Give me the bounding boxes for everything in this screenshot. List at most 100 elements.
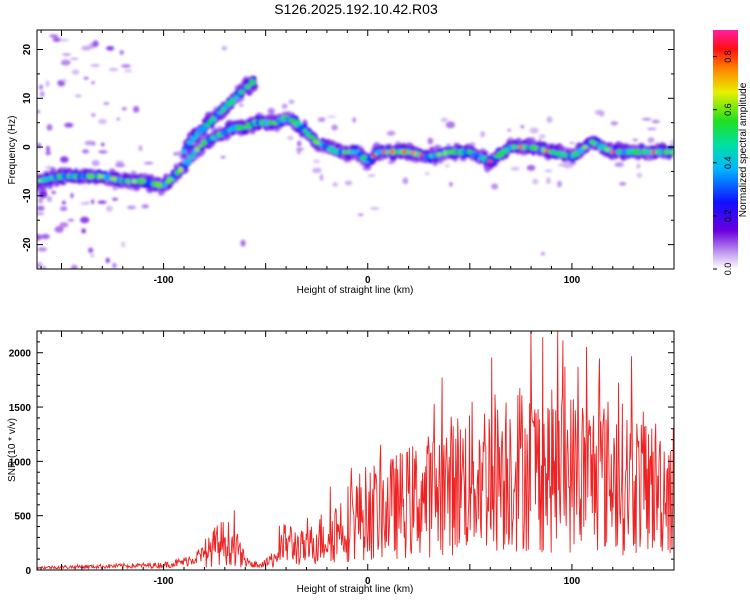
- spectral-noise-blob: [92, 40, 99, 48]
- x-tick-label: -100: [154, 576, 174, 587]
- ridge-peak: [166, 178, 173, 183]
- spectral-noise-blob: [143, 161, 154, 165]
- ridge-core: [360, 155, 368, 161]
- spectral-noise-blob: [619, 182, 627, 186]
- spectral-noise-blob: [52, 37, 62, 42]
- spectral-noise-blob: [127, 205, 136, 210]
- spectral-noise-blob: [636, 173, 643, 178]
- colorbar-ticks: 0.0 0.2 0.4 0.6 0.8: [713, 50, 733, 275]
- spectral-noise-blob: [62, 200, 66, 205]
- spectral-noise-blob: [39, 91, 45, 98]
- ridge-peak: [238, 125, 245, 130]
- spectral-noise-blob: [60, 79, 68, 82]
- ridge-peak: [487, 160, 493, 164]
- spectral-noise-blob: [81, 228, 86, 234]
- spectral-noise-blob: [51, 191, 56, 194]
- spectral-noise-blob: [317, 117, 326, 123]
- spectral-noise-blob: [106, 45, 115, 51]
- ridge-core: [541, 147, 546, 153]
- y-tick-label: 1500: [9, 403, 32, 414]
- ridge-peak: [89, 174, 96, 179]
- spectral-noise-blob: [100, 142, 105, 147]
- colorbar-tick-label: 0.4: [723, 157, 733, 170]
- ridge-core: [626, 149, 631, 155]
- spectral-noise-blob: [312, 159, 321, 164]
- spectral-noise-blob: [91, 160, 100, 167]
- spectral-noise-blob: [74, 94, 82, 97]
- spectral-noise-blob: [80, 201, 90, 206]
- x-tick-label: -100: [154, 275, 174, 286]
- spectral-noise-blob: [115, 160, 124, 164]
- spectral-noise-blob: [424, 172, 430, 176]
- spectral-noise-blob: [614, 162, 624, 168]
- ridge-core: [307, 135, 315, 139]
- spectral-noise-blob: [71, 69, 80, 75]
- colorbar-label: Normalized spectral amplitude: [738, 82, 749, 217]
- spectral-noise-blob: [599, 112, 605, 117]
- spectral-noise-blob: [119, 50, 124, 55]
- spectral-noise-blob: [610, 121, 619, 126]
- spectral-noise-blob: [83, 77, 89, 80]
- colorbar-tick-label: 0.2: [723, 210, 733, 223]
- spectral-noise-blob: [59, 222, 69, 228]
- spectral-noise-blob: [532, 178, 539, 185]
- spectral-noise-blob: [557, 180, 562, 188]
- spectral-noise-blob: [646, 127, 657, 130]
- spectrogram-x-ticks: -100 0 100: [40, 30, 675, 286]
- spectral-noise-blob: [545, 177, 551, 185]
- spectral-noise-blob: [647, 137, 655, 144]
- spectral-noise-blob: [440, 117, 448, 123]
- spectral-noise-blob: [387, 161, 395, 164]
- spectral-noise-blob: [369, 207, 380, 210]
- ridge-peak: [410, 151, 416, 155]
- ridge-peak: [389, 150, 395, 154]
- spectral-noise-blob: [59, 38, 69, 42]
- ridge-core: [233, 94, 239, 100]
- spectral-noise-blob: [669, 139, 674, 145]
- ridge-peak: [589, 140, 596, 145]
- spectral-noise-blob: [37, 143, 41, 149]
- ridge-core: [182, 159, 192, 165]
- spectral-noise-blob: [326, 115, 337, 118]
- y-tick-label: 10: [22, 92, 33, 104]
- spectral-noise-blob: [121, 107, 127, 111]
- spectrogram-xlabel: Height of straight line (km): [297, 285, 414, 296]
- spectral-noise-blob: [297, 140, 302, 147]
- spectral-noise-blob: [42, 266, 46, 269]
- spectral-noise-blob: [88, 247, 94, 254]
- spectral-noise-blob: [105, 205, 113, 212]
- spectral-noise-blob: [81, 149, 90, 154]
- spectral-noise-blob: [287, 135, 294, 141]
- spectral-noise-blob: [37, 205, 45, 211]
- spectral-noise-blob: [37, 110, 40, 113]
- ridge-peak: [109, 176, 116, 181]
- spectral-noise-blob: [98, 118, 107, 125]
- spectral-noise-blob: [402, 177, 409, 185]
- spectral-noise-blob: [103, 102, 110, 105]
- y-tick-label: 0: [25, 566, 31, 577]
- spectral-noise-blob: [81, 45, 91, 51]
- ridge-core: [511, 144, 517, 150]
- spectral-noise-blob: [386, 130, 396, 136]
- spectral-noise-blob: [295, 147, 304, 151]
- spectral-noise-blob: [529, 127, 539, 134]
- x-tick-label: 0: [365, 576, 371, 587]
- ridge-core: [190, 135, 198, 140]
- colorbar-gradient: [713, 30, 738, 269]
- ridge-core: [186, 140, 195, 145]
- spectral-noise-blob: [133, 106, 140, 113]
- y-tick-label: 1000: [9, 457, 32, 468]
- spectral-noise-blob: [105, 257, 110, 263]
- spectral-noise-blob: [37, 212, 45, 215]
- spectral-noise-blob: [97, 200, 107, 204]
- spectral-noise-blob: [90, 64, 101, 67]
- spectral-noise-blob: [651, 119, 660, 124]
- ridge-core: [210, 116, 217, 122]
- spectral-noise-blob: [90, 253, 95, 258]
- spectral-noise-blob: [58, 80, 63, 84]
- y-tick-label: 20: [22, 44, 33, 56]
- ridge-peak: [418, 153, 424, 157]
- spectral-noise-blob: [38, 192, 48, 199]
- spectral-noise-blob: [91, 81, 95, 85]
